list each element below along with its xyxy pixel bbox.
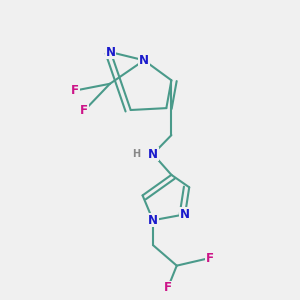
- Text: N: N: [148, 214, 158, 227]
- Text: F: F: [80, 104, 88, 117]
- Text: N: N: [139, 54, 149, 67]
- Text: F: F: [164, 281, 172, 294]
- Text: F: F: [206, 252, 213, 265]
- Text: N: N: [148, 148, 158, 160]
- Text: H: H: [132, 149, 140, 159]
- Text: F: F: [71, 84, 79, 97]
- Text: N: N: [180, 208, 190, 221]
- Text: N: N: [106, 46, 116, 59]
